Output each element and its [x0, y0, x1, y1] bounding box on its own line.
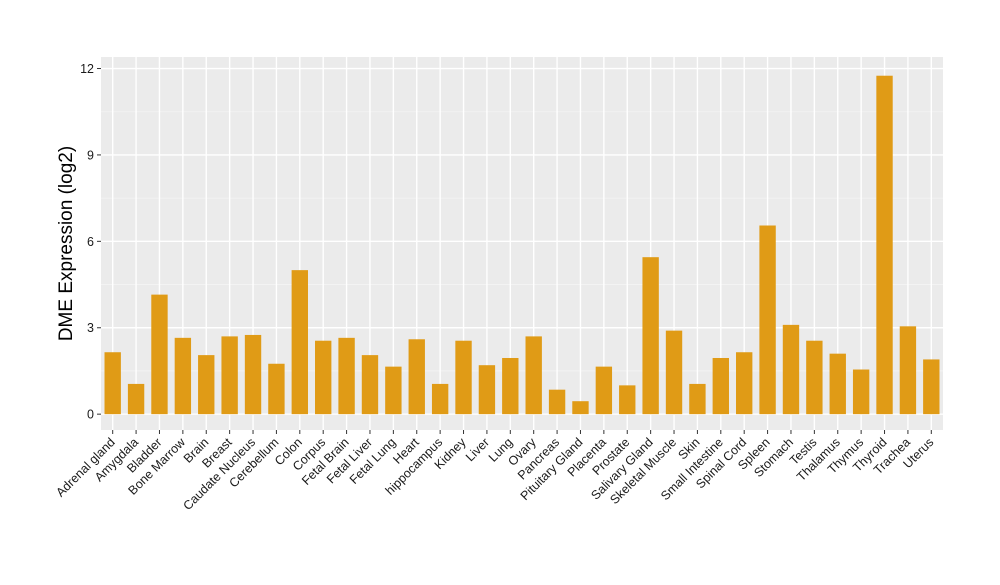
bar: [502, 357, 519, 415]
bar: [244, 334, 262, 415]
y-tick-label: 12: [80, 62, 94, 76]
bar: [408, 339, 425, 415]
bar: [455, 340, 472, 415]
bar: [174, 337, 192, 415]
y-tick-label: 9: [87, 148, 94, 162]
bar: [431, 383, 449, 415]
bar: [291, 270, 308, 415]
y-tick-label: 6: [87, 235, 94, 249]
bar: [478, 365, 496, 415]
bars: [104, 75, 940, 415]
bar: [712, 357, 729, 415]
bar: [385, 366, 402, 415]
bar: [338, 337, 355, 415]
bar: [829, 353, 846, 415]
bar: [759, 225, 776, 415]
y-tick-label: 0: [87, 408, 94, 422]
y-tick-label: 3: [87, 321, 94, 335]
bar: [104, 352, 121, 415]
bar: [268, 363, 285, 415]
x-tick-label: Liver: [463, 435, 492, 464]
bar: [595, 366, 613, 415]
minor-gridlines: [101, 111, 943, 372]
bar: [151, 294, 168, 415]
bar: [876, 75, 893, 415]
bar: [806, 340, 823, 415]
bar: [525, 336, 542, 415]
y-axis-title: DME Expression (log2): [56, 146, 77, 341]
bar: [548, 389, 566, 415]
bar: [361, 355, 379, 415]
plot-panel: [101, 57, 943, 430]
bar: [899, 326, 917, 415]
bar: [923, 359, 940, 415]
bar: [221, 336, 238, 415]
bar: [665, 330, 683, 415]
bar: [198, 355, 215, 415]
bar: [852, 369, 870, 415]
bar: [736, 352, 753, 415]
bar: [782, 324, 800, 415]
bar: [572, 401, 589, 415]
bar: [619, 385, 636, 415]
bar: [127, 383, 145, 415]
bar: [642, 257, 659, 415]
bar: [315, 340, 332, 415]
bar: [689, 383, 706, 415]
y-axis-ticks: 0 3 6 9 12: [80, 62, 101, 422]
